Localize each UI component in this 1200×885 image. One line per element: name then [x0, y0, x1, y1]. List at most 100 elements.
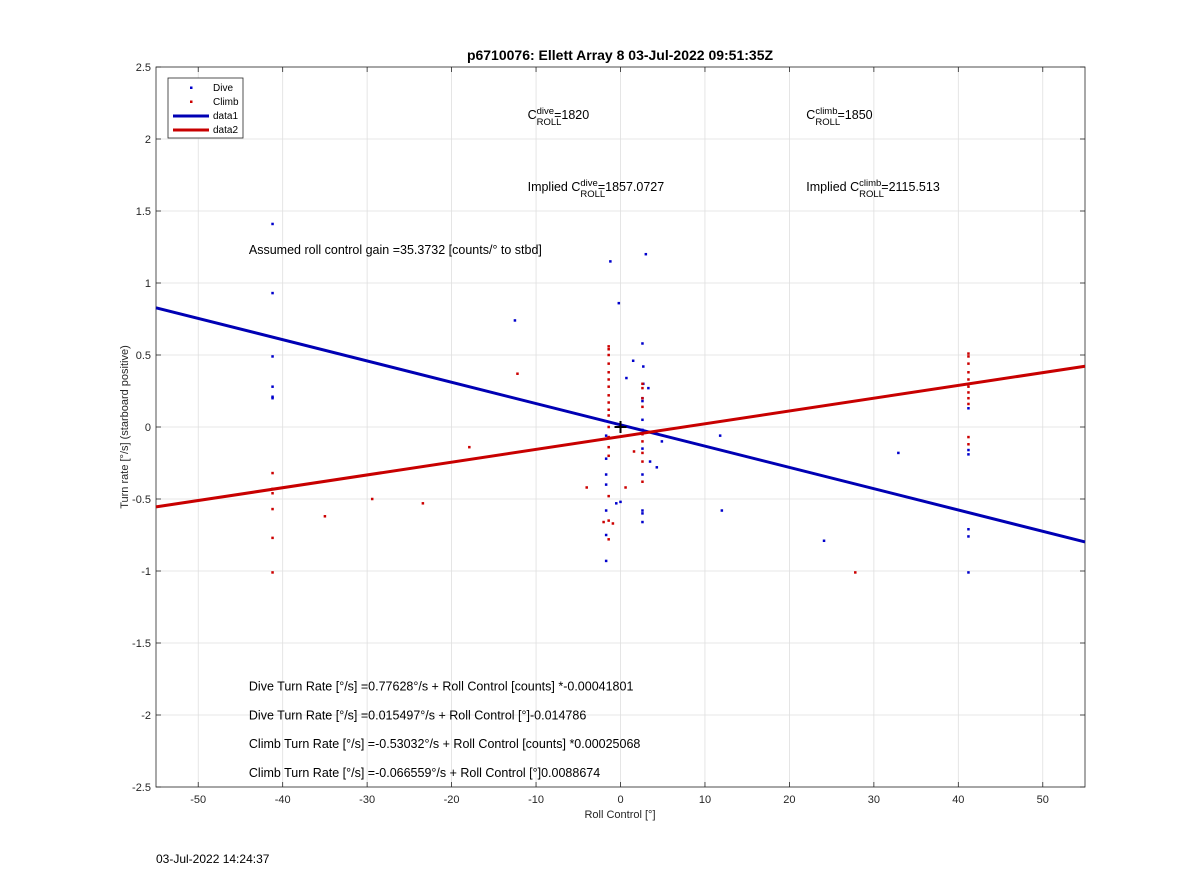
climb-point [585, 486, 588, 489]
climb-point [607, 394, 610, 397]
x-axis-label: Roll Control [°] [584, 809, 655, 821]
climb-point [607, 371, 610, 374]
annotation-superscript: climb [815, 106, 837, 117]
climb-point [967, 371, 970, 374]
dive-point [967, 527, 970, 531]
legend-box [167, 77, 244, 139]
y-tick-label: 1 [145, 278, 151, 290]
dive-point [655, 466, 659, 469]
dive-point [604, 533, 608, 537]
dive-point [615, 502, 618, 505]
annotation-subscript-c_climb: ROLL [815, 117, 840, 128]
annotation-value: =1850 [838, 108, 873, 122]
climb-point [967, 396, 970, 400]
climb-point [607, 445, 610, 449]
climb-point [607, 378, 610, 381]
x-tick-label: 20 [783, 794, 795, 806]
fit-line-data2 [155, 364, 1086, 509]
annotation-superscript: climb [859, 178, 881, 189]
dive-point [604, 559, 608, 563]
climb-point [468, 445, 471, 449]
dive-point [641, 399, 644, 403]
legend-dive-label: Dive [213, 83, 233, 94]
dive-point [967, 571, 970, 574]
y-tick-label: -1 [141, 566, 151, 578]
climb-point [967, 355, 970, 358]
climb-point [607, 494, 610, 498]
annotation-c_dive: Cdive=1820 [528, 106, 590, 122]
x-tick-label: 50 [1037, 794, 1049, 806]
dive-point [641, 342, 644, 345]
y-tick-label: 2 [145, 134, 151, 146]
y-tick-label: -0.5 [132, 494, 151, 506]
y-axis-ticks: -2.5 -2 -1.5 -1 -0.5 0 0.5 1 1.5 2 2.5 [132, 62, 1085, 794]
dive-point [604, 473, 608, 476]
dive-point [271, 291, 274, 295]
legend-climb-label: Climb [213, 97, 239, 108]
climb-point [271, 471, 274, 475]
x-tick-label: 30 [868, 794, 880, 806]
dive-point [641, 447, 644, 450]
dive-point [967, 407, 970, 410]
dive-point [641, 512, 644, 515]
x-tick-label: -50 [190, 794, 206, 806]
dive-point [513, 319, 517, 322]
climb-point [602, 520, 605, 524]
x-tick-label: -10 [528, 794, 544, 806]
annotation-eq1: Dive Turn Rate [°/s] =0.77628°/s + Roll … [249, 680, 634, 694]
annotation-implied_climb: Implied Cclimb=2115.513 [806, 178, 940, 194]
climb-point [516, 372, 519, 375]
annotation-subscript-implied_climb: ROLL [859, 189, 884, 200]
climb-point [271, 571, 274, 574]
dive-point [648, 460, 652, 463]
annotation-prefix: Implied C [806, 180, 859, 194]
dive-point [822, 539, 826, 543]
climb-point [607, 425, 610, 429]
annotation-prefix: C [806, 108, 815, 122]
annotation-prefix: C [528, 108, 537, 122]
annotation-value: =2115.513 [881, 180, 940, 194]
climb-point [641, 432, 644, 436]
x-tick-label: 0 [617, 794, 623, 806]
dive-point [271, 385, 274, 388]
y-tick-label: -2.5 [132, 782, 151, 794]
dive-point [660, 440, 664, 443]
climb-point [632, 450, 636, 453]
annotation-subscript-implied_dive: ROLL [580, 189, 605, 200]
climb-point [624, 486, 627, 489]
legend-dive-marker [190, 86, 193, 89]
climb-point [967, 362, 970, 365]
climb-point [271, 491, 274, 495]
climb-point [607, 414, 610, 417]
annotation-superscript: dive [537, 106, 554, 117]
climb-point [607, 353, 610, 357]
dive-point [718, 434, 722, 437]
climb-point [641, 480, 644, 483]
dive-point [644, 252, 648, 256]
climb-point [854, 571, 857, 574]
dive-point [604, 419, 608, 423]
climb-point [271, 507, 274, 511]
annotation-c_climb: Cclimb=1850 [806, 106, 872, 122]
dive-point [967, 453, 970, 456]
annotation-prefix: Implied C [528, 180, 581, 194]
climb-point [370, 497, 374, 501]
climb-point [607, 538, 610, 541]
annotation-eq4: Climb Turn Rate [°/s] =-0.066559°/s + Ro… [249, 766, 600, 780]
climb-point [641, 382, 644, 386]
dive-point [641, 418, 644, 422]
y-tick-label: 2.5 [136, 62, 151, 74]
dive-point [609, 260, 612, 263]
dive-point [641, 509, 644, 512]
climb-point [607, 362, 610, 365]
annotation-gain: Assumed roll control gain =35.3732 [coun… [249, 243, 542, 257]
climb-point [271, 536, 274, 540]
dive-point [647, 386, 650, 390]
dive-point [604, 483, 608, 486]
annotation-implied_dive: Implied Cdive=1857.0727 [528, 178, 665, 194]
climb-point [967, 391, 970, 394]
climb-point [967, 443, 970, 446]
climb-point [607, 345, 610, 348]
legend: Dive Climb data1 data2 [167, 77, 244, 139]
